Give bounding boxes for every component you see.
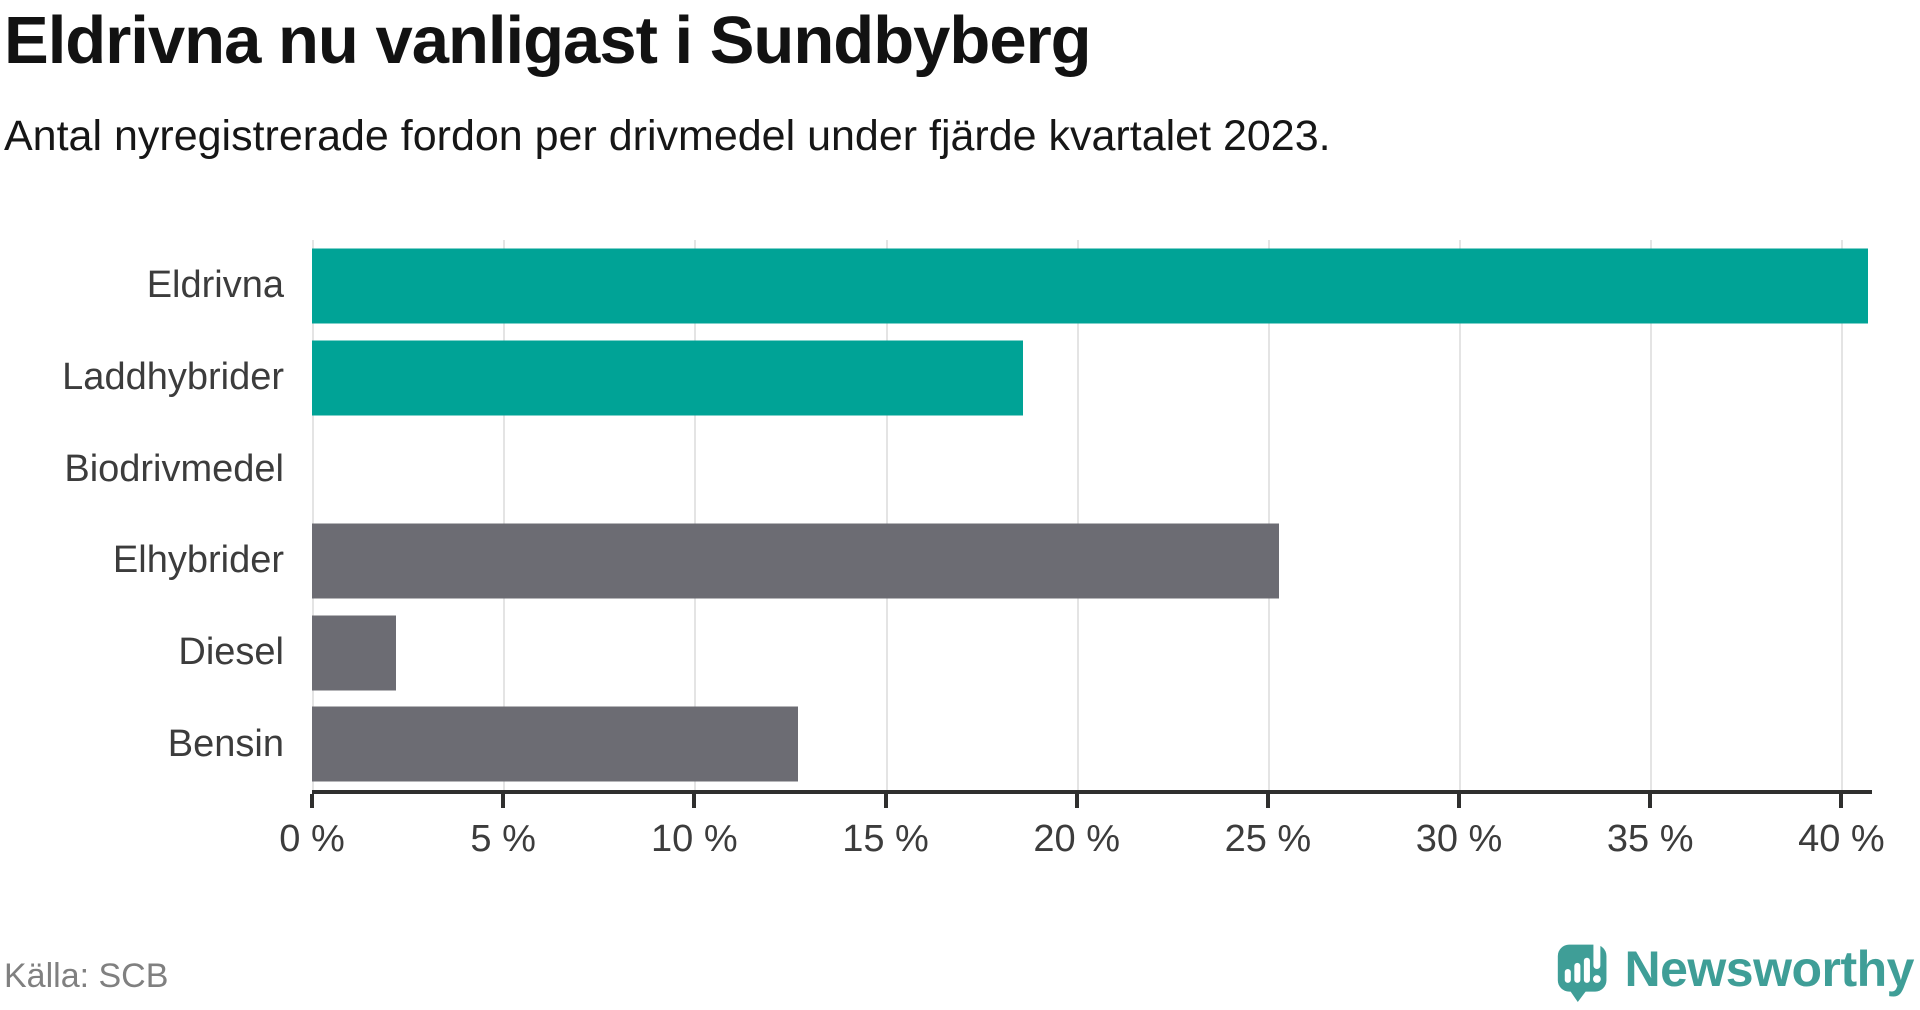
bar-row xyxy=(312,698,1872,790)
x-axis-tick-label: 10 % xyxy=(651,818,738,860)
gridline xyxy=(694,240,697,790)
bar xyxy=(312,615,397,691)
bar-row xyxy=(312,515,1872,607)
x-axis-tick xyxy=(1457,794,1462,808)
x-axis-tick-label: 5 % xyxy=(470,818,536,860)
category-label: Eldrivna xyxy=(146,264,284,307)
category-label: Laddhybrider xyxy=(62,356,284,398)
gridline xyxy=(1459,240,1462,790)
category-label: Elhybrider xyxy=(112,539,284,582)
bar xyxy=(312,706,798,782)
x-axis-tick xyxy=(1648,794,1653,808)
gridline xyxy=(885,240,888,790)
newsworthy-icon xyxy=(1558,937,1607,1002)
x-axis-tick-label: 0 % xyxy=(279,818,345,860)
plot-area xyxy=(312,240,1872,790)
gridline xyxy=(1267,240,1270,790)
x-axis-tick xyxy=(501,794,506,808)
chart-subtitle: Antal nyregistrerade fordon per drivmede… xyxy=(4,112,1331,160)
bar-row xyxy=(312,607,1872,699)
gridline xyxy=(1841,240,1844,790)
bar xyxy=(312,248,1869,324)
y-axis-labels: Eldrivna Laddhybrider Biodrivmedel Elhybrid… xyxy=(0,240,298,790)
category-label: Biodrivmedel xyxy=(64,447,284,490)
category-label: Diesel xyxy=(178,631,284,674)
bar-row xyxy=(312,332,1872,424)
category-label: Bensin xyxy=(167,722,284,765)
x-axis-tick-label: 20 % xyxy=(1033,818,1121,860)
gridline xyxy=(1076,240,1079,790)
x-axis-tick xyxy=(692,794,697,808)
x-axis-tick-label: 35 % xyxy=(1606,818,1694,860)
x-axis-tick xyxy=(883,794,888,808)
bar-rows xyxy=(312,240,1872,790)
x-axis-tick-label: 25 % xyxy=(1224,818,1312,860)
bar xyxy=(312,523,1280,599)
bar-row xyxy=(312,240,1872,332)
gridline xyxy=(1650,240,1653,790)
bar xyxy=(312,340,1024,415)
chart-title: Eldrivna nu vanligast i Sundbyberg xyxy=(4,3,1092,78)
x-axis-tick-label: 30 % xyxy=(1415,818,1503,860)
x-axis-tick xyxy=(1839,794,1844,808)
gridline xyxy=(312,240,314,790)
gridline xyxy=(503,240,506,790)
newsworthy-wordmark: Newsworthy xyxy=(1624,941,1914,997)
x-axis-tick xyxy=(310,794,314,808)
bar-row xyxy=(312,423,1872,515)
source-note: Källa: SCB xyxy=(4,957,169,995)
x-axis-line xyxy=(312,790,1872,794)
x-axis-tick xyxy=(1074,794,1079,808)
newsworthy-logo: Newsworthy xyxy=(1556,936,1914,1002)
x-axis-tick xyxy=(1265,794,1270,808)
x-axis-tick-label: 40 % xyxy=(1798,818,1885,860)
x-axis-tick-label: 15 % xyxy=(842,818,929,860)
